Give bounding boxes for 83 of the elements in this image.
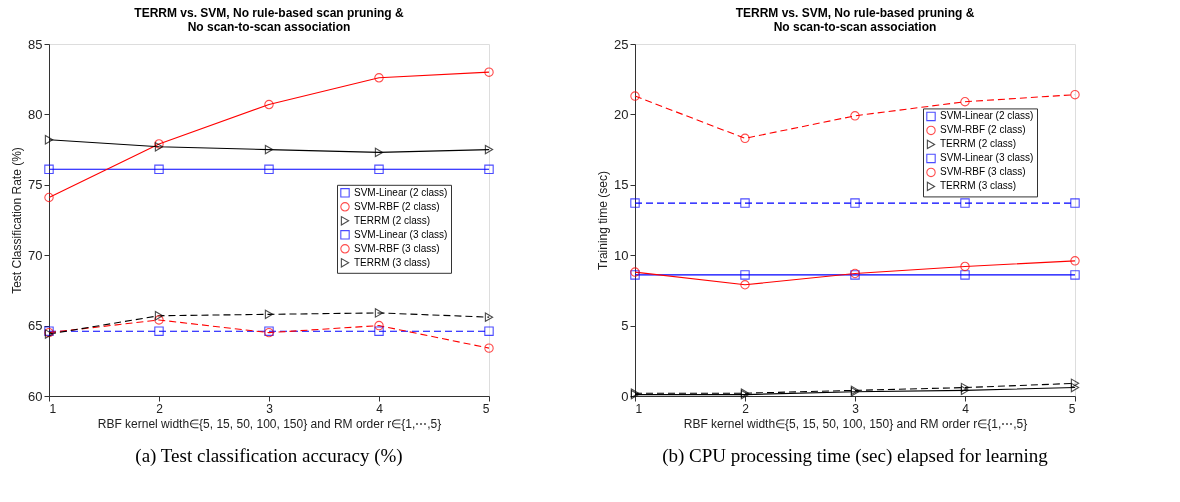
y-tick-label: 80 [28,106,43,122]
y-tick-label: 60 [28,388,43,404]
point [630,91,640,101]
point [1070,382,1080,393]
point [44,192,54,203]
point [740,280,750,290]
point [264,144,274,155]
legend-label: SVM-Linear (2 class) [354,186,448,198]
y-tick-label: 0 [621,388,629,404]
y-tick-label: 15 [614,177,629,193]
x-tick-label: 4 [376,401,384,416]
point [484,67,494,77]
point [850,198,860,208]
legend-label: SVM-Linear (3 class) [354,228,448,240]
legend-label: TERRM (2 class) [354,214,431,226]
y-tick-label: 5 [621,318,629,334]
x-tick-label: 3 [266,401,274,416]
x-axis-title: RBF kernel width∈{5, 15, 50, 100, 150} and RM order r∈{1,⋯,5} [97,416,442,431]
x-axis-title: RBF kernel width∈{5, 15, 50, 100, 150} and RM order r∈{1,⋯,5} [683,416,1028,431]
point [374,147,384,158]
y-tick-label: 20 [614,106,629,122]
legend-label: SVM-Linear (3 class) [940,152,1034,164]
y-tick-label: 10 [614,247,629,263]
chart-title: TERRM vs. SVM, No rule-based pruning & No scan-to-scan association [735,6,975,34]
point [960,97,970,107]
legend-label: TERRM (3 class) [940,180,1017,192]
point [44,135,54,145]
point [374,164,384,175]
point [484,312,494,322]
point [374,308,384,318]
point [740,270,750,280]
point [484,326,494,336]
legend-label: SVM-RBF (2 class) [940,124,1026,136]
y-tick-label: 75 [28,177,43,193]
point [960,261,970,272]
point [850,111,860,121]
x-tick-label: 4 [962,401,970,416]
y-axis-title: Training time (sec) [596,171,611,270]
y-tick-label: 25 [614,36,629,52]
point [1070,378,1080,389]
x-tick-label: 2 [742,401,750,416]
x-tick-label: 3 [852,401,860,416]
point [44,164,54,175]
y-tick-label: 85 [28,36,43,52]
legend-label: TERRM (2 class) [940,138,1017,150]
point [484,144,494,155]
legend-label: SVM-RBF (2 class) [354,200,440,212]
text: (b) CPU processing time (sec) elapsed for learning [662,445,1049,467]
point [740,133,750,144]
y-axis-title: Test Classification Rate (%) [10,147,25,294]
point [264,309,274,320]
point [740,198,750,208]
point [960,270,970,280]
x-tick-label: 5 [1068,401,1076,416]
legend-label: TERRM (3 class) [354,256,431,268]
point [630,198,640,208]
legend-label: SVM-RBF (3 class) [940,166,1026,178]
point [960,198,970,208]
text: (a) Test classification accuracy (%) [135,445,403,467]
y-tick-label: 70 [28,247,43,263]
point [1070,89,1080,100]
x-tick-label: 1 [635,401,643,416]
point [484,343,494,353]
point [1070,198,1080,208]
legend-label: SVM-Linear (2 class) [940,110,1034,122]
point [154,164,164,175]
point [374,320,384,331]
point [484,164,494,175]
point [1070,270,1080,280]
point [264,99,274,110]
point [374,73,384,83]
x-tick-label: 2 [156,401,164,416]
point [154,315,164,325]
x-tick-label: 1 [49,401,57,416]
x-tick-label: 5 [482,401,490,416]
point [1070,256,1080,266]
point [154,311,164,321]
y-tick-label: 65 [28,318,43,334]
chart-title: TERRM vs. SVM, No rule-based scan pruning & No scan-to-scan association [134,6,405,34]
legend-label: SVM-RBF (3 class) [354,242,440,254]
point [374,326,384,336]
point [154,326,164,336]
point [264,164,274,175]
